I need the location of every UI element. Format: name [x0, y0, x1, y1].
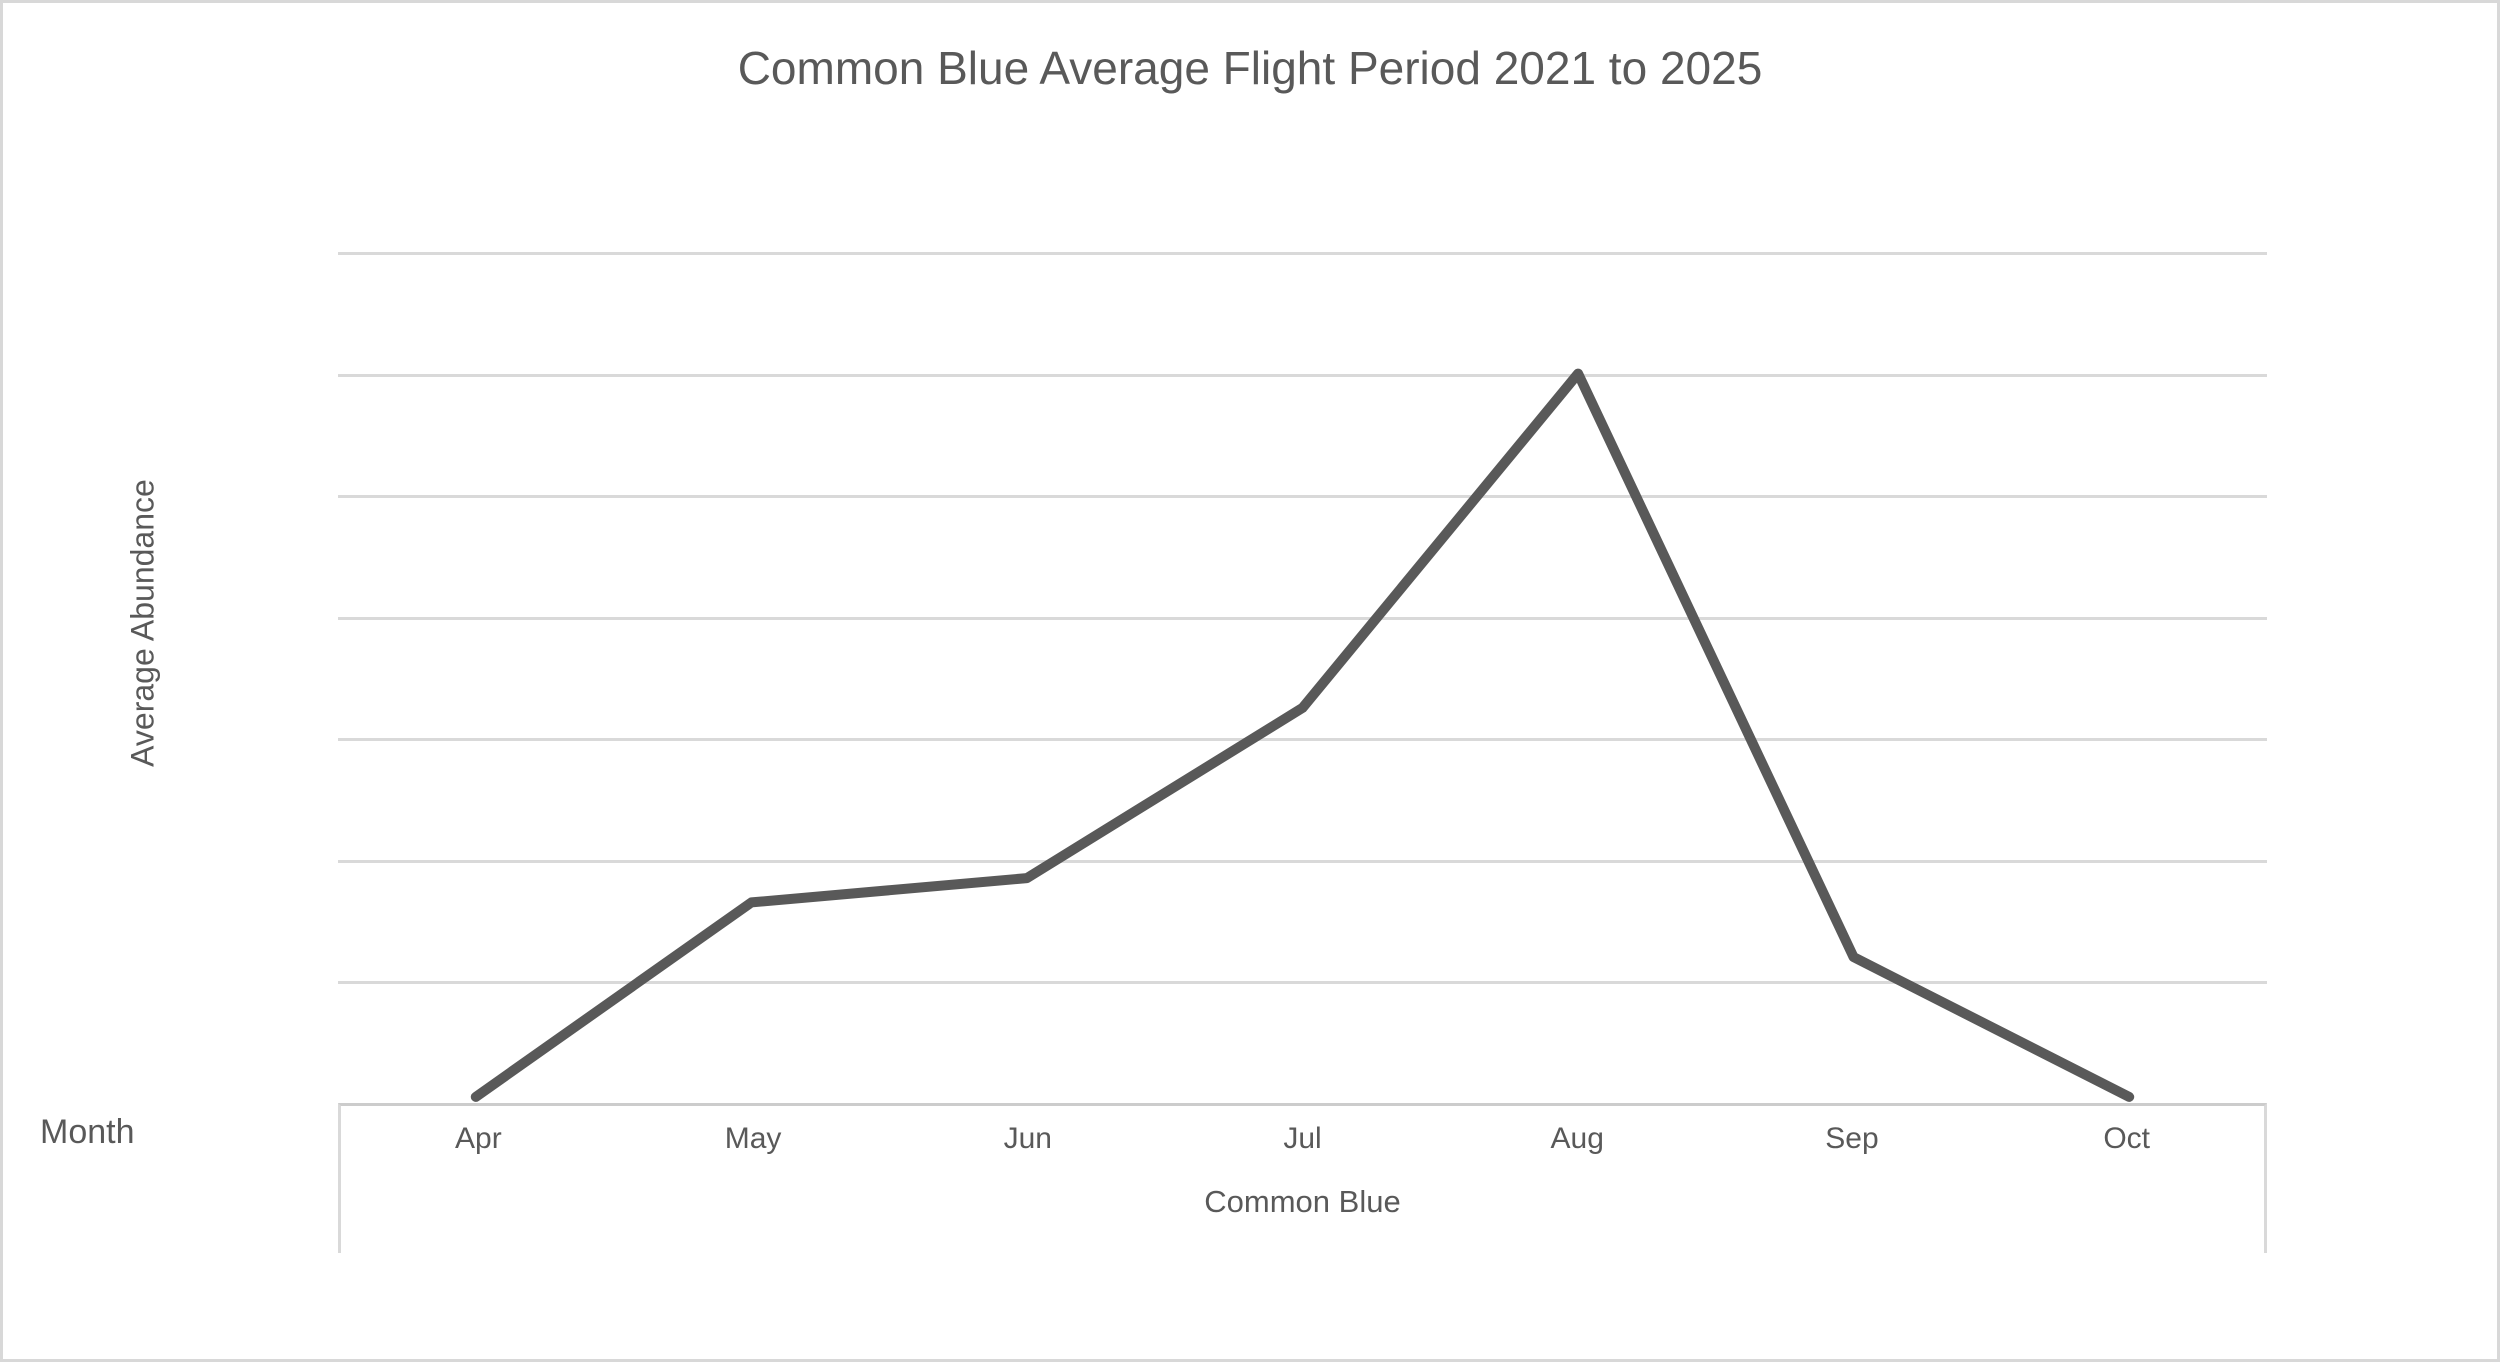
gridline: [338, 495, 2267, 499]
x-tick-label-may: May: [724, 1122, 782, 1155]
chart-title: Common Blue Average Flight Period 2021 t…: [737, 42, 1763, 94]
x-axis-label-box: Apr May Jun Jul Aug Sep Oct Common Blue: [338, 1103, 2267, 1253]
x-tick-label-jun: Jun: [1003, 1122, 1052, 1155]
x-tick-label-apr: Apr: [455, 1122, 502, 1155]
x-tick-label-aug: Aug: [1550, 1122, 1604, 1155]
gridline: [338, 373, 2267, 377]
x-tick-label-sep: Sep: [1825, 1122, 1879, 1155]
x-axis-tick-labels: Apr May Jun Jul Aug Sep Oct: [341, 1106, 2264, 1156]
x-tick-label-jul: Jul: [1283, 1122, 1322, 1155]
gridline: [338, 859, 2267, 863]
gridline: [338, 252, 2267, 255]
line-chart-svg: [470, 368, 2135, 1102]
series-line: [470, 368, 2135, 1102]
gridline: [338, 981, 2267, 985]
gridline: [338, 616, 2267, 620]
x-tick-label-oct: Oct: [2103, 1122, 2150, 1155]
gridline: [338, 738, 2267, 742]
series-label: Common Blue: [1204, 1184, 1401, 1219]
plot-area: [338, 252, 2267, 1103]
x-axis-row-label: Month: [40, 1113, 135, 1151]
y-axis-title: Average Abundance: [124, 479, 161, 767]
